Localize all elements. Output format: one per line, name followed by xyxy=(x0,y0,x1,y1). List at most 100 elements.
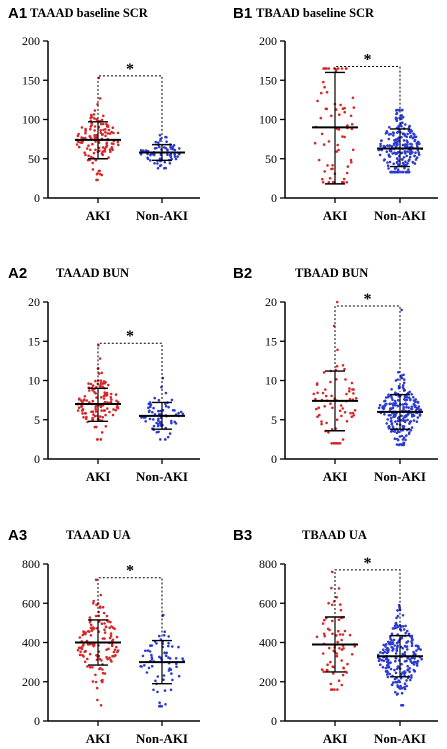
data-point xyxy=(408,155,412,159)
data-point xyxy=(404,631,408,635)
panel-label: B2 xyxy=(233,265,252,282)
data-point xyxy=(388,160,392,164)
data-point xyxy=(111,638,115,642)
x-tick-label: Non-AKI xyxy=(374,731,426,746)
data-point xyxy=(345,420,349,423)
data-point xyxy=(321,622,325,625)
data-point xyxy=(340,638,344,642)
data-point xyxy=(412,663,416,666)
data-point xyxy=(400,636,404,640)
data-point xyxy=(394,391,397,395)
y-tick-label: 0 xyxy=(271,452,277,466)
data-point xyxy=(392,402,395,405)
data-point xyxy=(323,170,327,173)
data-point xyxy=(100,173,104,177)
data-point xyxy=(100,133,104,136)
data-point xyxy=(317,406,321,410)
data-point xyxy=(415,649,418,652)
significance-star: * xyxy=(364,555,372,572)
data-point xyxy=(411,415,414,418)
data-point xyxy=(104,425,108,428)
data-point xyxy=(159,409,162,413)
y-tick-label: 200 xyxy=(259,675,277,689)
x-tick-label: AKI xyxy=(86,731,111,746)
data-point xyxy=(340,659,344,662)
data-point xyxy=(394,109,398,112)
data-point xyxy=(398,687,402,690)
data-point xyxy=(90,629,94,632)
data-point xyxy=(110,660,113,663)
data-point xyxy=(394,621,398,625)
data-point xyxy=(391,649,394,652)
data-point xyxy=(111,413,115,417)
y-tick-label: 0 xyxy=(34,452,40,466)
data-point xyxy=(152,688,155,692)
data-point xyxy=(96,178,99,182)
data-point xyxy=(181,657,184,660)
data-point xyxy=(408,158,411,161)
data-point xyxy=(322,143,326,146)
data-point xyxy=(401,170,405,174)
data-point xyxy=(81,400,84,404)
data-point xyxy=(353,645,357,648)
data-point xyxy=(402,443,406,447)
data-point xyxy=(107,383,110,387)
data-point xyxy=(413,162,417,165)
data-point xyxy=(401,704,404,707)
data-point xyxy=(103,147,107,151)
data-point xyxy=(178,147,181,150)
y-tick-label: 800 xyxy=(22,557,40,571)
data-point xyxy=(88,389,91,392)
data-point xyxy=(92,113,96,116)
data-point xyxy=(402,139,406,142)
data-point xyxy=(329,402,332,406)
data-point xyxy=(353,409,357,412)
data-point xyxy=(96,698,99,702)
data-point xyxy=(410,407,414,411)
data-point xyxy=(77,132,80,136)
y-tick-label: 0 xyxy=(271,191,277,205)
data-point xyxy=(105,655,108,659)
data-point xyxy=(89,382,93,386)
y-tick-label: 5 xyxy=(271,413,277,427)
data-point xyxy=(403,685,406,689)
data-point xyxy=(104,131,107,134)
data-point xyxy=(391,131,395,134)
data-point xyxy=(391,425,395,429)
data-point xyxy=(104,394,108,397)
data-point xyxy=(98,605,102,608)
data-point xyxy=(395,693,399,696)
data-point xyxy=(387,658,390,662)
y-tick-label: 200 xyxy=(22,675,40,689)
data-point xyxy=(330,442,333,445)
data-point xyxy=(416,148,420,152)
data-point xyxy=(173,148,177,152)
data-point xyxy=(402,132,405,135)
data-point xyxy=(106,125,110,128)
data-point xyxy=(335,596,339,599)
data-point xyxy=(403,134,407,137)
data-point xyxy=(146,156,149,160)
y-tick-label: 600 xyxy=(259,596,277,610)
data-point xyxy=(85,399,89,402)
data-point xyxy=(174,657,178,660)
data-point xyxy=(386,418,390,421)
data-point xyxy=(337,128,341,131)
data-point xyxy=(89,127,92,131)
data-point xyxy=(393,677,397,681)
data-point xyxy=(89,626,93,630)
data-point xyxy=(350,381,354,385)
data-point xyxy=(402,436,406,439)
data-point xyxy=(112,655,115,658)
data-point xyxy=(324,388,327,391)
data-point xyxy=(396,645,399,649)
data-point xyxy=(108,132,112,135)
panel-title: TBAAD BUN xyxy=(295,266,368,280)
data-point xyxy=(154,679,157,683)
data-point xyxy=(397,640,400,644)
data-point xyxy=(405,163,408,167)
data-point xyxy=(173,420,176,424)
data-point xyxy=(102,611,106,615)
data-point xyxy=(388,126,391,129)
data-point xyxy=(327,67,331,70)
